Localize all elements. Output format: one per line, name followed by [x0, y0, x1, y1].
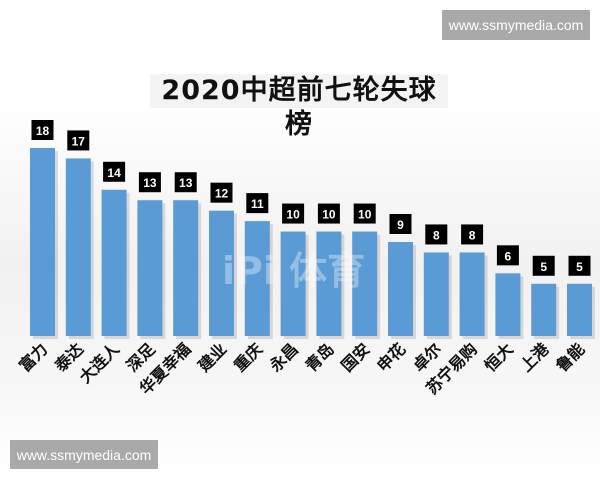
data-label: 18	[36, 124, 50, 138]
data-label-bg	[425, 224, 448, 245]
bar	[209, 210, 234, 336]
data-label-bg	[246, 193, 269, 214]
category-label: 申花	[373, 339, 409, 375]
bar	[459, 252, 485, 336]
data-label: 13	[143, 176, 157, 190]
bar	[495, 273, 521, 336]
data-label: 11	[251, 197, 264, 211]
data-label-bg	[317, 203, 340, 224]
data-label: 12	[215, 187, 229, 201]
data-label-bg	[31, 120, 54, 140]
data-label-bg	[210, 182, 233, 203]
category-label: 国安	[337, 339, 373, 375]
bar	[137, 200, 163, 336]
bar	[352, 231, 378, 336]
bar	[173, 200, 199, 336]
category-label: 建业	[194, 339, 230, 375]
category-label: 永昌	[265, 339, 302, 376]
data-label-bg	[67, 130, 90, 151]
bar	[101, 189, 127, 336]
category-label: 富力	[15, 339, 51, 375]
data-label-bg	[389, 214, 412, 234]
category-label: 大连人	[76, 339, 124, 387]
bar	[316, 231, 342, 336]
data-label: 9	[397, 218, 404, 232]
data-label: 13	[179, 176, 193, 190]
bar	[30, 148, 55, 336]
data-label: 8	[469, 228, 476, 242]
watermark-bottom: www.ssmymedia.com	[10, 440, 158, 469]
data-label: 14	[107, 166, 121, 180]
data-label-bg	[461, 224, 484, 245]
data-label-bg	[174, 172, 197, 193]
data-label-bg	[532, 255, 555, 276]
data-label-bg	[103, 161, 126, 182]
watermark-top: www.ssmymedia.com	[442, 10, 590, 40]
category-label: 恒大	[481, 339, 517, 375]
category-label: 重庆	[230, 339, 266, 375]
bar	[65, 158, 91, 336]
data-label: 17	[72, 134, 86, 148]
category-label: 上港	[516, 339, 553, 376]
category-label: 青岛	[302, 339, 338, 375]
bar	[567, 283, 592, 336]
data-label: 10	[358, 208, 372, 222]
category-label: 鲁能	[552, 339, 589, 376]
data-label-bg	[138, 172, 161, 193]
data-label-bg	[496, 245, 519, 266]
center-watermark: iPi 体育	[222, 249, 366, 293]
data-label: 8	[433, 228, 440, 242]
chart-title: 2020中超前七轮失球榜	[150, 74, 448, 140]
bar	[244, 221, 270, 336]
data-label-bg	[568, 255, 591, 276]
data-label: 5	[576, 260, 583, 274]
data-label: 10	[322, 208, 336, 222]
data-label-bg	[282, 203, 305, 224]
bar	[531, 283, 557, 336]
data-label: 6	[505, 249, 512, 263]
data-label: 10	[286, 208, 300, 222]
data-label-bg	[353, 203, 376, 224]
data-label: 5	[540, 260, 547, 274]
bar	[388, 242, 413, 336]
bar	[280, 231, 306, 336]
bar	[423, 252, 449, 336]
